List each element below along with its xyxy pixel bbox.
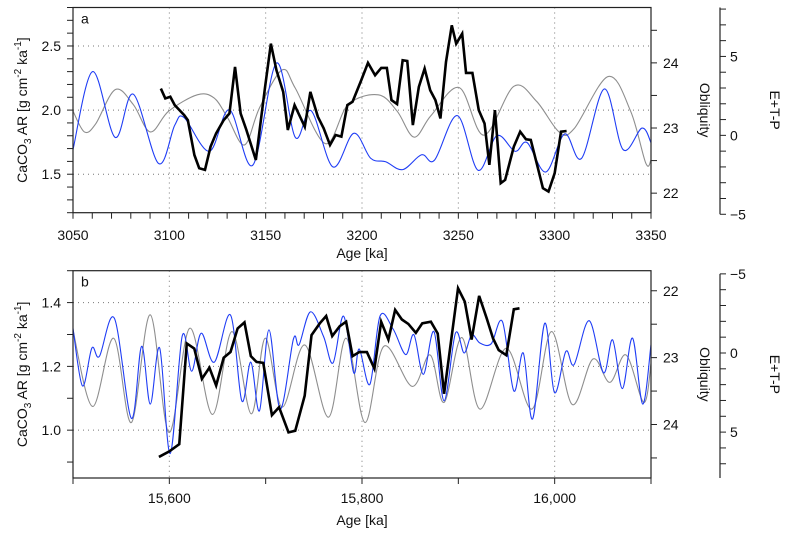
etp-tick-label: −5 xyxy=(730,266,746,282)
etp-tick-label: 5 xyxy=(730,48,738,64)
x-tick-label: 3200 xyxy=(346,227,377,243)
y-axis-title-end: ] xyxy=(14,302,30,306)
y-axis-title-mid: AR [g cm xyxy=(14,78,30,139)
obliquity-axis-title: Obliquity xyxy=(697,347,713,401)
obliquity-tick-label: 23 xyxy=(663,350,679,366)
etp-tick-label: 5 xyxy=(730,424,738,440)
y-axis-title-mid2: ka xyxy=(14,50,30,69)
obliquity-tick-label: 24 xyxy=(663,55,679,71)
panel-b: 15,600 15,800 16,000 Age [ka] 1.0 1.2 1.4 CaCO3… xyxy=(13,266,783,528)
etp-axis-title: E+T-P xyxy=(767,355,783,394)
y-tick-label: 1.0 xyxy=(42,422,62,438)
y-tick-label: 2.5 xyxy=(42,38,62,54)
obliquity-tick-label: 22 xyxy=(663,283,679,299)
y-axis-title-mid2: ka xyxy=(14,314,30,333)
y-axis-title-sub: 3 xyxy=(23,138,34,144)
y-axis-title-sup2: -1 xyxy=(13,41,24,50)
panel-label: a xyxy=(81,11,89,27)
x-tick-label: 3250 xyxy=(443,227,474,243)
x-tick-label: 15,800 xyxy=(341,490,384,506)
series-line-obliquity xyxy=(73,314,651,434)
y-axis-title: CaCO3 AR [g cm-2 ka-1] xyxy=(13,37,34,183)
etp-tick-label: 0 xyxy=(730,127,738,143)
series-line-e-t-p xyxy=(73,311,651,455)
x-axis-title: Age [ka] xyxy=(336,512,387,528)
obliquity-tick-label: 23 xyxy=(663,120,679,136)
y-axis-title-sup1: -2 xyxy=(13,68,24,77)
series-line-caco3-ar xyxy=(158,283,520,459)
x-tick-label: 3150 xyxy=(250,227,281,243)
y-axis-title-sup2: -1 xyxy=(13,305,24,314)
y-tick-label: 1.4 xyxy=(42,295,62,311)
y-tick-label: 1.5 xyxy=(42,166,62,182)
etp-axis-title: E+T-P xyxy=(767,90,783,129)
panel-a: 3050 3100 3150 3200 3250 3300 3350 Age [ka] 1.5 2… xyxy=(13,6,783,261)
x-tick-label: 3050 xyxy=(57,227,88,243)
x-tick-label: 16,000 xyxy=(533,490,576,506)
y-tick-label: 2.0 xyxy=(42,102,62,118)
obliquity-tick-label: 24 xyxy=(663,417,679,433)
y-axis-title-pre: CaCO xyxy=(14,408,30,447)
panel-label: b xyxy=(81,274,89,290)
y-tick-label: 1.2 xyxy=(42,358,62,374)
etp-tick-label: 0 xyxy=(730,345,738,361)
y-axis-title-pre: CaCO xyxy=(14,144,30,183)
y-axis-title-sub: 3 xyxy=(23,402,34,408)
series-line-e-t-p xyxy=(73,62,651,173)
obliquity-tick-label: 22 xyxy=(663,185,679,201)
etp-tick-label: −5 xyxy=(730,206,746,222)
series-line-caco3-ar xyxy=(159,25,567,194)
y-axis-title-sup1: -2 xyxy=(13,333,24,342)
y-axis-title-end: ] xyxy=(14,37,30,41)
y-axis-title-mid: AR [g cm xyxy=(14,342,30,403)
x-axis-title: Age [ka] xyxy=(336,245,387,261)
y-axis-title: CaCO3 AR [g cm-2 ka-1] xyxy=(13,302,34,448)
x-tick-label: 15,600 xyxy=(148,490,191,506)
obliquity-axis-title: Obliquity xyxy=(697,83,713,137)
x-tick-label: 3100 xyxy=(154,227,185,243)
x-tick-label: 3300 xyxy=(539,227,570,243)
x-tick-label: 3350 xyxy=(635,227,666,243)
